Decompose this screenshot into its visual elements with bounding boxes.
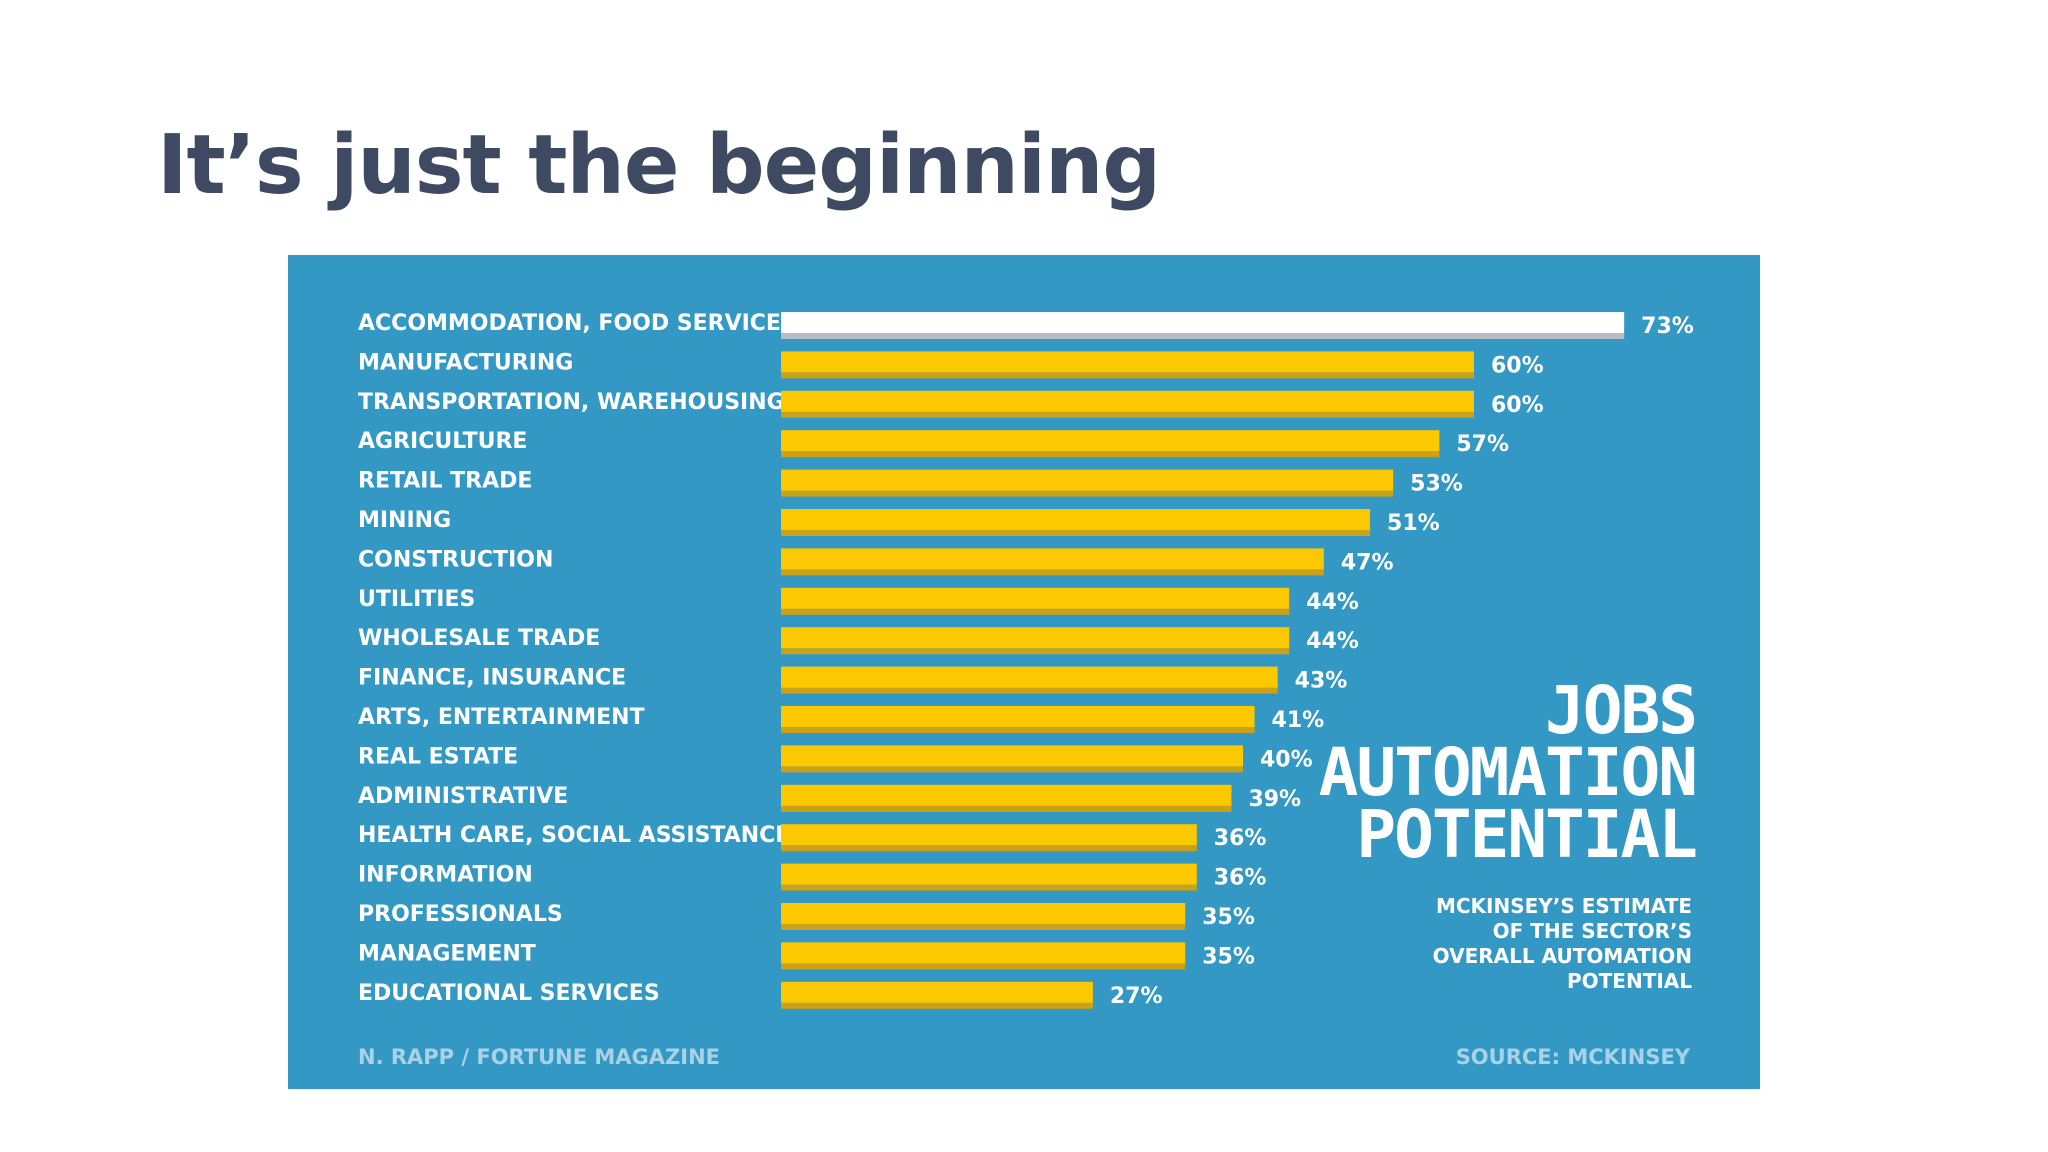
value-label: 57% (1456, 432, 1509, 457)
chart-subtitle-line: OF THE SECTOR’S (1492, 919, 1692, 943)
bar (781, 627, 1290, 649)
bar-shadow (781, 727, 1255, 733)
chart-subtitle-line: OVERALL AUTOMATION (1432, 944, 1692, 968)
bar-shadow (781, 1002, 1093, 1009)
bar-shadow (781, 963, 1186, 970)
bar (781, 824, 1197, 846)
bar-shadow (781, 845, 1197, 852)
value-label: 44% (1306, 629, 1359, 654)
bar-shadow (781, 924, 1186, 930)
chart-subtitle: MCKINSEY’S ESTIMATE OF THE SECTOR’S OVER… (1392, 894, 1692, 994)
chart-panel: ACCOMMODATION, FOOD SERVICES 73% MANUFACTU… (288, 255, 1760, 1089)
category-label: FINANCE, INSURANCE (358, 666, 626, 691)
category-label: TRANSPORTATION, WAREHOUSING (358, 390, 785, 415)
category-label: MANUFACTURING (358, 350, 573, 375)
value-label: 36% (1214, 826, 1267, 851)
bar (781, 863, 1197, 885)
chart-title-line: POTENTIAL (1356, 796, 1698, 873)
category-label: REAL ESTATE (358, 744, 518, 769)
category-label: ADMINISTRATIVE (358, 784, 568, 809)
bar (781, 903, 1186, 924)
value-label: 43% (1295, 669, 1348, 694)
chart-title-line: AUTOMATION (1318, 734, 1698, 811)
value-label: 41% (1272, 708, 1325, 733)
bar (781, 548, 1324, 570)
value-label: 53% (1410, 472, 1463, 497)
value-label: 47% (1341, 550, 1394, 575)
chart-subtitle-line: MCKINSEY’S ESTIMATE (1435, 894, 1692, 918)
chart-title-line: JOBS (1545, 672, 1698, 749)
category-label: EDUCATIONAL SERVICES (358, 981, 660, 1006)
bar (781, 469, 1394, 491)
slide-title: It’s just the beginning (157, 118, 1161, 213)
category-label: ARTS, ENTERTAINMENT (358, 705, 645, 730)
bar (781, 509, 1371, 530)
value-label: 73% (1641, 314, 1694, 339)
bar (781, 706, 1255, 727)
value-label: 35% (1202, 944, 1255, 969)
bar-shadow (781, 687, 1278, 694)
bar (781, 784, 1232, 806)
bar-shadow (781, 608, 1290, 615)
bar-shadow (781, 805, 1232, 812)
chart-source: SOURCE: MCKINSEY (1455, 1045, 1690, 1069)
category-label: PROFESSIONALS (358, 902, 563, 927)
value-label: 35% (1202, 905, 1255, 930)
bar-shadow (781, 490, 1394, 497)
chart-subtitle-line: POTENTIAL (1566, 969, 1692, 993)
bar (781, 430, 1440, 452)
bar (781, 745, 1243, 767)
bar-shadow (781, 333, 1625, 339)
bar-shadow (781, 884, 1197, 891)
category-label: RETAIL TRADE (358, 469, 532, 494)
category-label: CONSTRUCTION (358, 547, 553, 572)
bar-shadow (781, 766, 1243, 773)
value-label: 51% (1387, 511, 1440, 536)
category-label: AGRICULTURE (358, 429, 527, 454)
bar (781, 312, 1625, 333)
bar (781, 351, 1474, 373)
category-label: INFORMATION (358, 863, 533, 888)
value-label: 27% (1110, 984, 1163, 1009)
bar (781, 390, 1474, 412)
bar-shadow (781, 530, 1371, 536)
value-label: 60% (1491, 393, 1544, 418)
category-label: MINING (358, 508, 451, 533)
category-label: MANAGEMENT (358, 941, 536, 966)
bar-shadow (781, 372, 1474, 379)
bar (781, 981, 1093, 1003)
bar (781, 942, 1186, 964)
category-label: UTILITIES (358, 587, 475, 612)
category-label: ACCOMMODATION, FOOD SERVICES (358, 311, 797, 336)
bar-shadow (781, 648, 1290, 655)
bar-shadow (781, 451, 1440, 458)
bar-chart: ACCOMMODATION, FOOD SERVICES 73% MANUFACTU… (358, 311, 1694, 1009)
bar (781, 587, 1290, 609)
value-label: 60% (1491, 353, 1544, 378)
value-label: 36% (1214, 866, 1267, 891)
chart-credit: N. RAPP / FORTUNE MAGAZINE (358, 1045, 720, 1069)
category-label: HEALTH CARE, SOCIAL ASSISTANCE (358, 823, 790, 848)
bar-shadow (781, 411, 1474, 418)
value-label: 44% (1306, 590, 1359, 615)
chart-title: JOBS AUTOMATION POTENTIAL (1318, 672, 1698, 873)
value-label: 39% (1248, 787, 1301, 812)
bar (781, 666, 1278, 688)
value-label: 40% (1260, 747, 1313, 772)
bar-shadow (781, 569, 1324, 576)
category-label: WHOLESALE TRADE (358, 626, 600, 651)
